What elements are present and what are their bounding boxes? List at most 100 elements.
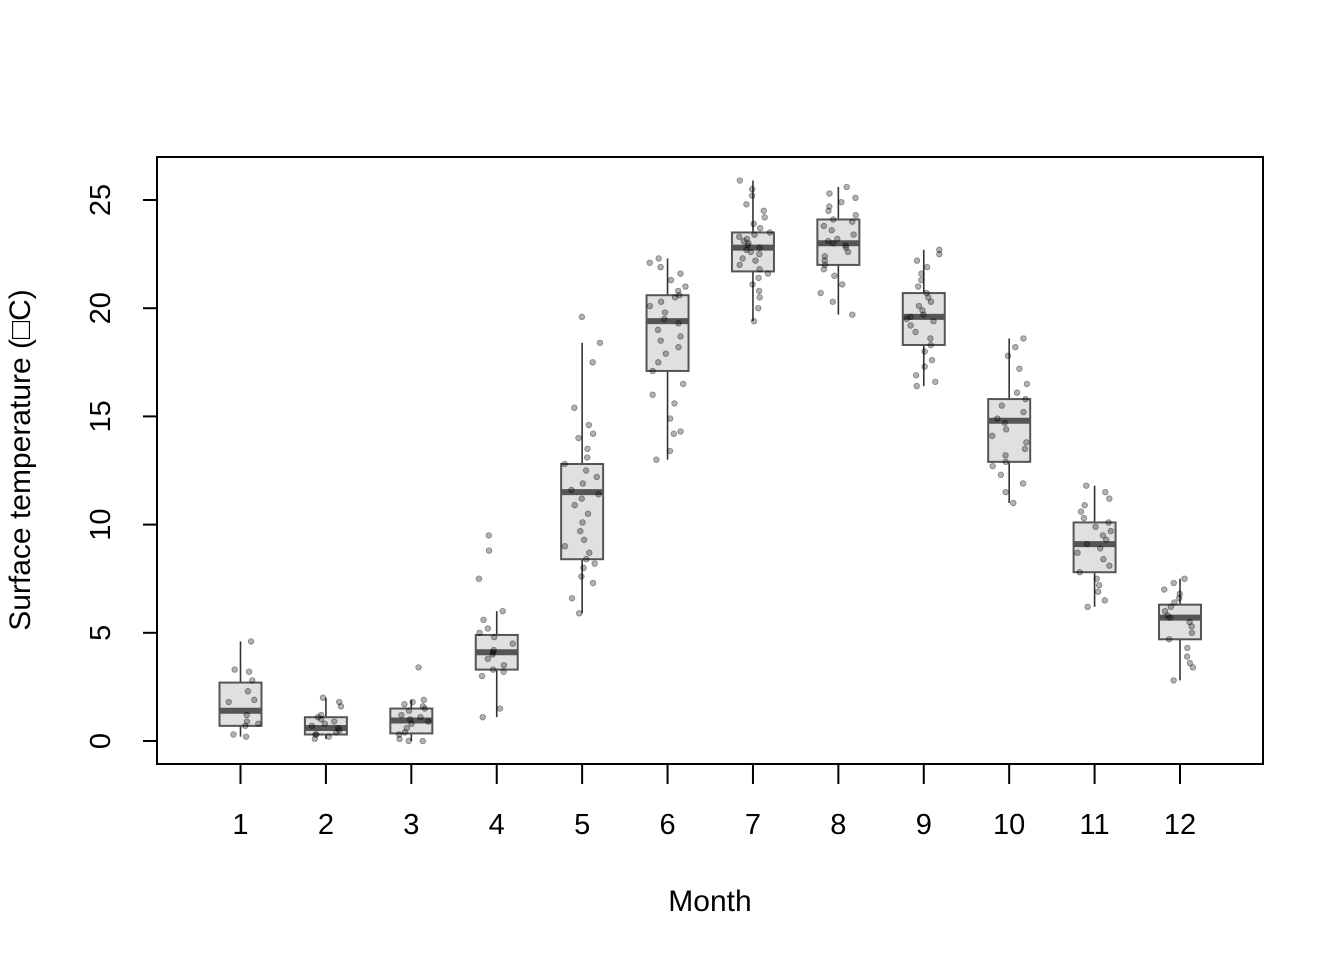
data-point bbox=[1095, 581, 1103, 589]
data-point bbox=[578, 573, 585, 580]
data-point bbox=[398, 711, 405, 719]
data-point bbox=[312, 731, 319, 738]
data-point bbox=[676, 292, 683, 299]
data-point bbox=[480, 616, 487, 624]
x-tick-label: 6 bbox=[659, 809, 675, 841]
data-point bbox=[313, 731, 320, 738]
data-point bbox=[582, 467, 590, 474]
data-point bbox=[1019, 480, 1027, 487]
data-point bbox=[736, 177, 744, 184]
data-point bbox=[589, 359, 596, 366]
data-point bbox=[1167, 603, 1175, 611]
x-tick-label: 4 bbox=[489, 809, 505, 841]
data-point bbox=[408, 720, 415, 727]
data-point bbox=[1021, 445, 1029, 453]
data-point bbox=[912, 328, 919, 336]
x-axis-title: Month bbox=[668, 885, 751, 918]
data-point bbox=[1105, 519, 1112, 526]
data-point bbox=[756, 244, 763, 251]
data-point bbox=[571, 501, 578, 509]
data-point bbox=[420, 696, 427, 704]
data-point bbox=[1083, 482, 1090, 489]
data-point bbox=[337, 703, 345, 710]
data-point bbox=[500, 668, 507, 675]
data-point bbox=[496, 705, 504, 712]
data-point bbox=[679, 380, 687, 388]
data-point bbox=[748, 185, 756, 193]
data-point bbox=[1166, 614, 1174, 621]
data-point bbox=[396, 735, 403, 743]
data-point bbox=[760, 207, 767, 215]
data-point bbox=[589, 579, 597, 587]
data-point bbox=[1164, 612, 1171, 619]
data-point bbox=[1016, 365, 1023, 372]
data-point bbox=[671, 400, 678, 407]
data-point bbox=[829, 216, 837, 223]
data-point bbox=[907, 322, 914, 329]
data-point bbox=[671, 294, 679, 301]
data-point bbox=[667, 276, 675, 284]
data-point bbox=[1189, 664, 1197, 671]
data-point bbox=[595, 491, 602, 498]
data-point bbox=[1020, 335, 1027, 342]
plot-frame bbox=[156, 156, 1264, 765]
data-point bbox=[838, 198, 845, 206]
data-point bbox=[575, 610, 583, 617]
data-point bbox=[1181, 575, 1188, 582]
data-point bbox=[591, 560, 598, 567]
whiskers-layer bbox=[239, 180, 1181, 741]
data-point bbox=[478, 672, 486, 680]
data-point bbox=[817, 289, 824, 297]
data-point bbox=[744, 242, 751, 249]
box-month-7 bbox=[730, 231, 775, 273]
data-point bbox=[839, 281, 846, 288]
data-point bbox=[925, 294, 932, 301]
data-point bbox=[578, 495, 585, 502]
data-point bbox=[1099, 532, 1107, 539]
data-point bbox=[1084, 603, 1091, 611]
data-point bbox=[936, 250, 943, 258]
data-point bbox=[405, 707, 413, 714]
x-tick-label: 8 bbox=[830, 809, 846, 841]
data-point bbox=[243, 711, 250, 719]
data-point bbox=[1176, 594, 1183, 602]
data-point bbox=[849, 311, 856, 318]
data-point bbox=[586, 549, 593, 556]
data-point bbox=[1170, 677, 1177, 684]
data-point bbox=[657, 263, 664, 271]
data-point bbox=[415, 664, 422, 671]
data-point bbox=[657, 298, 665, 305]
data-point bbox=[314, 713, 322, 721]
data-point bbox=[593, 473, 600, 481]
data-point bbox=[743, 246, 750, 253]
data-point bbox=[578, 313, 586, 321]
data-point bbox=[653, 456, 660, 463]
data-point bbox=[745, 240, 752, 247]
box-month-10 bbox=[987, 398, 1032, 463]
data-point bbox=[499, 607, 506, 615]
data-point bbox=[764, 270, 772, 277]
data-point bbox=[589, 430, 597, 437]
data-point bbox=[419, 737, 427, 745]
data-point bbox=[484, 655, 492, 662]
data-point bbox=[1102, 536, 1110, 543]
data-point bbox=[740, 237, 747, 245]
data-point bbox=[1186, 618, 1193, 626]
data-point bbox=[828, 227, 835, 234]
data-point bbox=[750, 317, 758, 325]
data-point bbox=[1107, 527, 1115, 535]
data-point bbox=[903, 315, 911, 323]
x-tick-label: 2 bbox=[318, 809, 334, 841]
data-point bbox=[490, 646, 497, 654]
data-point bbox=[989, 432, 996, 440]
data-point bbox=[662, 350, 670, 357]
data-point bbox=[682, 283, 689, 290]
data-point bbox=[649, 367, 656, 375]
data-point bbox=[661, 315, 668, 323]
data-point bbox=[921, 348, 928, 355]
data-point bbox=[561, 460, 568, 468]
data-point bbox=[1001, 419, 1008, 427]
data-point bbox=[743, 235, 751, 243]
data-point bbox=[249, 677, 256, 684]
data-point bbox=[666, 415, 674, 422]
